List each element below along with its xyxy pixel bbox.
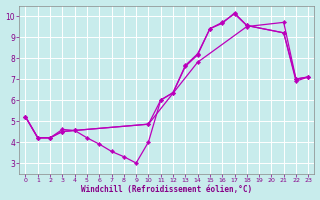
X-axis label: Windchill (Refroidissement éolien,°C): Windchill (Refroidissement éolien,°C): [81, 185, 252, 194]
